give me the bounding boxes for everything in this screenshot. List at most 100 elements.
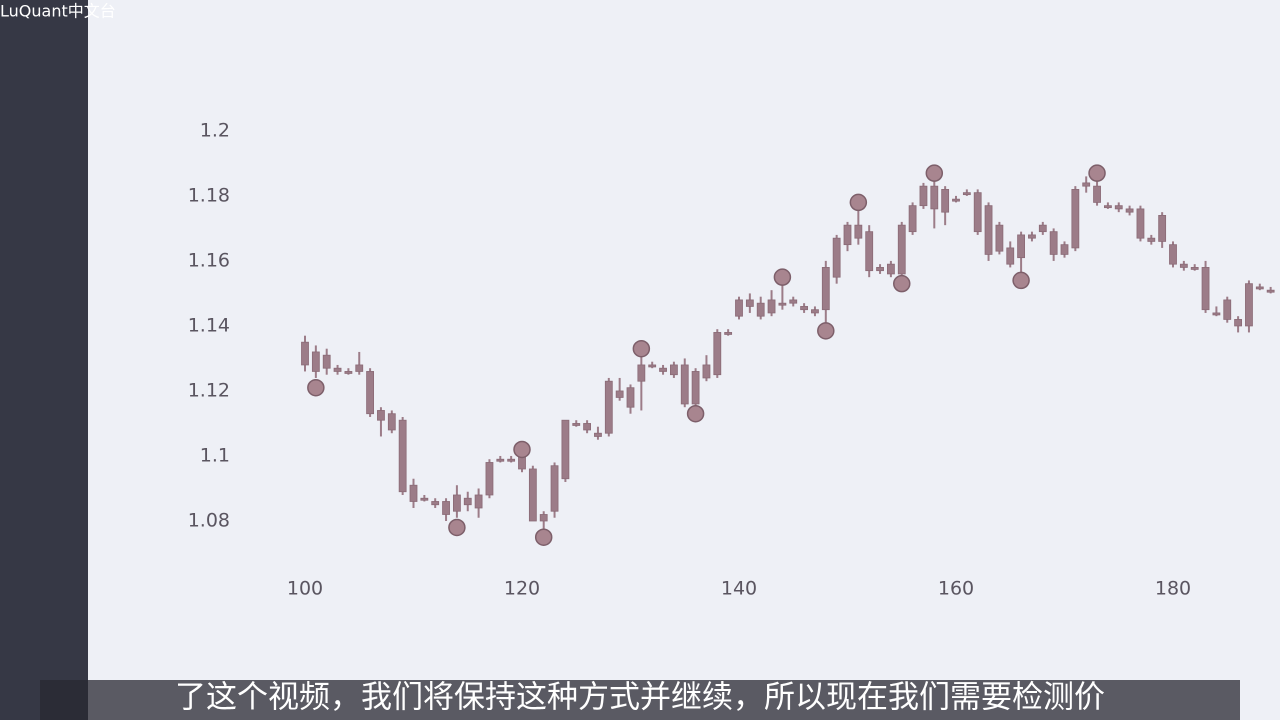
candle-body <box>1093 185 1101 203</box>
candle-body <box>724 332 733 335</box>
pivot-marker <box>817 322 835 340</box>
candle-body <box>507 458 516 462</box>
candle-body <box>821 267 830 311</box>
candle-body <box>735 299 743 317</box>
candle-body <box>767 299 776 314</box>
candle-body <box>1255 286 1264 290</box>
candle-body <box>800 306 808 311</box>
pivot-marker <box>686 404 705 423</box>
candle-body <box>474 494 483 509</box>
candle-body <box>1028 234 1036 239</box>
x-tick-label: 140 <box>721 578 757 600</box>
candle-body <box>832 237 841 278</box>
candle-body <box>778 302 787 306</box>
candle-body <box>377 410 385 421</box>
candle-body <box>485 462 494 496</box>
candle-body <box>1234 319 1242 327</box>
candle-body <box>843 224 852 246</box>
pivot-marker <box>534 528 553 546</box>
candle-body <box>811 309 819 314</box>
pivot-marker <box>893 274 911 293</box>
candle-body <box>1201 267 1210 311</box>
candle-body <box>756 302 765 317</box>
candle-body <box>962 192 971 196</box>
candle-body <box>1179 263 1188 268</box>
candle-body <box>1190 267 1199 270</box>
candle-body <box>1049 231 1058 255</box>
pivot-marker <box>773 268 792 286</box>
candle-body <box>539 514 548 522</box>
candle-body <box>409 484 418 502</box>
candle-body <box>984 205 993 255</box>
candle-body <box>398 419 407 493</box>
candle-body <box>887 263 895 275</box>
candle-body <box>1104 205 1112 209</box>
candle-body <box>1038 224 1047 233</box>
y-tick-label: 1.16 <box>188 249 230 271</box>
candle-body <box>691 371 700 405</box>
candle-body <box>333 367 342 372</box>
candle-body <box>572 423 581 426</box>
candle-body <box>322 354 331 369</box>
candle-body <box>366 371 375 415</box>
y-tick-label: 1.12 <box>188 379 230 401</box>
candle-body <box>952 198 960 202</box>
subtitle-box <box>40 680 1240 720</box>
candle-body <box>745 299 754 307</box>
x-tick-label: 120 <box>504 578 540 600</box>
candle-body <box>550 465 559 512</box>
candle-body <box>1006 247 1015 265</box>
candle-body <box>680 364 689 405</box>
candle-body <box>854 224 863 239</box>
candle-body <box>1158 215 1167 242</box>
candle-body <box>387 413 396 431</box>
candle-body <box>1212 312 1221 316</box>
candle-body <box>431 501 440 506</box>
candle-body <box>659 367 667 372</box>
candle-body <box>463 497 472 506</box>
candle-body <box>420 497 429 501</box>
candle-body <box>702 364 711 379</box>
candle-body <box>789 299 798 304</box>
y-tick-label: 1.18 <box>188 184 230 206</box>
candle-body <box>442 501 450 515</box>
candle-body <box>1136 208 1145 239</box>
candle-body <box>1082 182 1091 187</box>
y-tick-label: 1.1 <box>200 444 230 466</box>
candle-body <box>496 458 505 462</box>
candle-body <box>637 364 646 382</box>
candle-body <box>919 185 928 207</box>
candle-body <box>1017 234 1025 259</box>
candle-body <box>670 364 678 376</box>
candle-body <box>648 364 657 368</box>
candle-body <box>865 231 874 272</box>
plot-area: 1.08 1.1 1.12 1.14 1.16 1.18 1.2 100 120 140 160 18… <box>188 119 1275 600</box>
candle-body <box>594 432 602 437</box>
candle-body <box>311 351 320 372</box>
pivot-marker <box>448 518 466 537</box>
candle-body <box>1114 205 1123 210</box>
candle-body <box>452 494 461 512</box>
candle-body <box>604 380 613 434</box>
candle-body <box>1071 188 1080 249</box>
pivot-marker <box>1088 164 1106 182</box>
candle-body <box>301 341 309 366</box>
candle-body <box>876 267 884 272</box>
candle-body <box>561 419 570 480</box>
candle-body <box>1125 208 1134 213</box>
candle-body <box>355 364 364 372</box>
candle-body <box>1060 244 1069 255</box>
candle-body <box>941 188 950 213</box>
watermark: LuQuant中文台 <box>0 2 116 21</box>
pivot-marker <box>849 193 868 212</box>
x-tick-label: 180 <box>1155 578 1191 600</box>
candle-body <box>1147 237 1156 242</box>
candle-body <box>973 192 982 233</box>
candle-body <box>995 224 1004 252</box>
candle-body <box>583 423 591 431</box>
x-tick-label: 160 <box>938 578 974 600</box>
candle-body <box>713 332 722 376</box>
pivot-marker <box>925 164 944 182</box>
